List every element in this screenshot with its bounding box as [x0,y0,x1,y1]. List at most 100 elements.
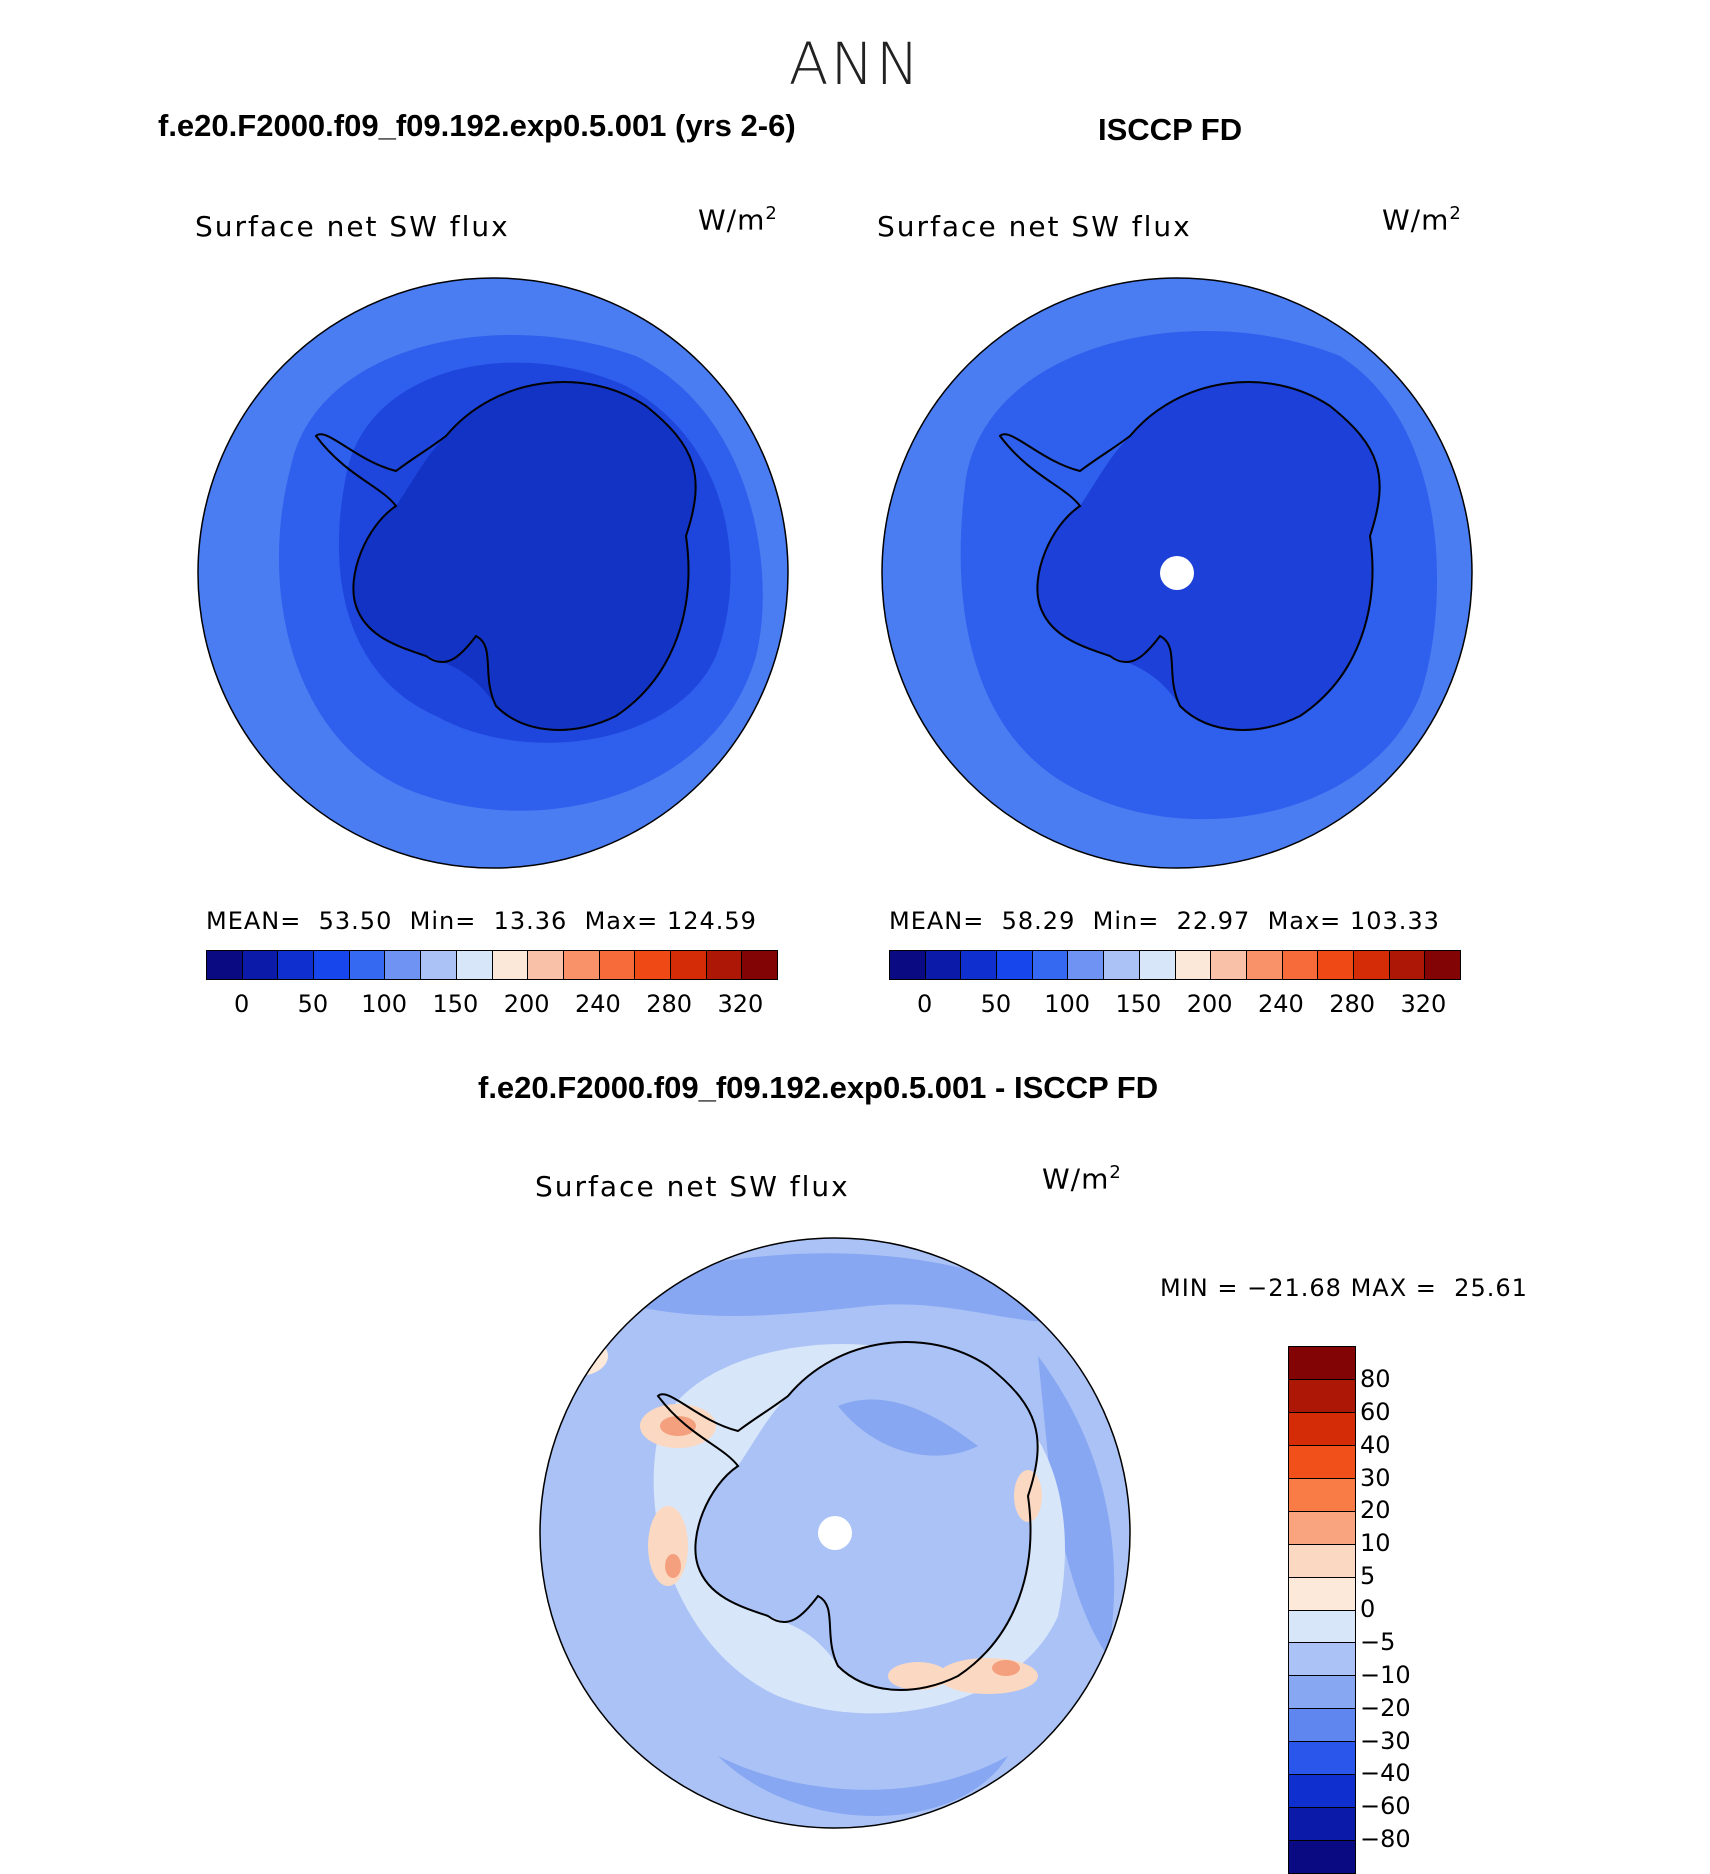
model-continent-field [353,382,696,730]
colorbar-swatch [1353,951,1390,979]
colorbar-swatch [1318,951,1354,979]
colorbar-tick-label: 0 [916,990,933,1018]
model-stats: MEAN= 53.50 Min= 13.36 Max= 124.59 [206,907,757,935]
colorbar-swatch [1289,1808,1355,1842]
colorbar-swatch [563,951,600,979]
colorbar-tick-label: 150 [1115,990,1162,1018]
colorbar-tick-label: 50 [297,990,329,1018]
diff-mid-patch-south [718,1756,1008,1816]
colorbar-tick-label: 320 [717,990,764,1018]
colorbar-tick-label: −5 [1360,1627,1396,1656]
colorbar-swatch [207,951,243,979]
colorbar-tick-label: 80 [1360,1364,1391,1393]
colorbar-swatch [1289,1412,1355,1446]
diff-warm-anomaly-5 [888,1662,948,1690]
colorbar-swatch [1289,1709,1355,1743]
colorbar-swatch [1289,1478,1355,1512]
diff-continent-streak [838,1399,978,1456]
diff-colorbar [1288,1346,1356,1874]
model-colorbar [206,950,778,980]
colorbar-swatch [314,951,350,979]
obs-pole-hole [1160,556,1194,590]
colorbar-tick-label: 240 [1257,990,1304,1018]
colorbar-swatch [1289,1643,1355,1677]
colorbar-swatch [706,951,743,979]
obs-variable-label: Surface net SW flux [877,210,1192,243]
colorbar-tick-label: 20 [1360,1496,1391,1525]
colorbar-swatch [385,951,422,979]
model-panel-title: f.e20.F2000.f09_f09.192.exp0.5.001 (yrs … [158,108,796,143]
colorbar-swatch [456,951,493,979]
obs-units: W/m2 [1382,203,1462,237]
colorbar-swatch [1289,1379,1355,1413]
colorbar-swatch [528,951,564,979]
colorbar-tick-label: 30 [1360,1463,1391,1492]
colorbar-tick-label: −60 [1360,1792,1411,1821]
diff-polar-map [539,1237,1131,1829]
diff-coastline [656,1341,1039,1691]
diff-mid-patch-east [1038,1356,1115,1656]
obs-polar-map [881,277,1473,869]
colorbar-tick-label: −40 [1360,1759,1411,1788]
colorbar-swatch [1282,951,1319,979]
colorbar-swatch [1289,1445,1355,1479]
colorbar-tick-label: 150 [432,990,479,1018]
colorbar-swatch [1068,951,1105,979]
diff-hot-anomaly-3 [992,1660,1020,1676]
diff-hot-anomaly-2 [665,1554,681,1578]
colorbar-swatch [1032,951,1069,979]
colorbar-tick-label: 280 [646,990,693,1018]
colorbar-tick-label: 200 [503,990,550,1018]
obs-stats: MEAN= 58.29 Min= 22.97 Max= 103.33 [889,907,1440,935]
diff-hot-anomaly-1 [660,1416,696,1436]
colorbar-tick-label: 240 [574,990,621,1018]
obs-coastline [998,381,1381,731]
model-variable-label: Surface net SW flux [195,210,510,243]
colorbar-tick-label: 5 [1360,1562,1376,1591]
season-title: ANN [788,30,922,98]
diff-panel-title: f.e20.F2000.f09_f09.192.exp0.5.001 - ISC… [478,1070,1159,1105]
colorbar-swatch [742,951,777,979]
colorbar-swatch [1104,951,1140,979]
colorbar-tick-label: 200 [1186,990,1233,1018]
obs-panel-title: ISCCP FD [1098,112,1243,147]
colorbar-swatch [492,951,529,979]
colorbar-tick-label: 320 [1400,990,1447,1018]
colorbar-tick-label: −10 [1360,1660,1411,1689]
diff-stats: MIN = −21.68 MAX = 25.61 [1160,1274,1528,1302]
colorbar-swatch [890,951,926,979]
colorbar-tick-label: 40 [1360,1430,1391,1459]
colorbar-swatch [1289,1775,1355,1809]
obs-continent-field [1037,382,1380,730]
colorbar-swatch [349,951,386,979]
colorbar-tick-label: 280 [1329,990,1376,1018]
colorbar-tick-label: 0 [1360,1595,1376,1623]
colorbar-tick-label: −30 [1360,1726,1411,1755]
colorbar-tick-label: −80 [1360,1825,1411,1854]
model-coastline [314,381,697,731]
colorbar-tick-label: 100 [361,990,408,1018]
model-polar-map [197,277,789,869]
colorbar-swatch [925,951,962,979]
colorbar-tick-label: 100 [1044,990,1091,1018]
diff-pole-hole [818,1516,852,1550]
colorbar-swatch [1425,951,1460,979]
colorbar-swatch [599,951,636,979]
colorbar-swatch [635,951,671,979]
colorbar-swatch [1211,951,1247,979]
colorbar-swatch [1289,1544,1355,1578]
colorbar-swatch [1289,1577,1355,1611]
colorbar-swatch [1289,1841,1355,1873]
colorbar-swatch [1289,1511,1355,1545]
diff-mid-patch-north [598,1253,1078,1322]
colorbar-swatch [1246,951,1283,979]
diff-variable-label: Surface net SW flux [535,1170,850,1203]
diff-warm-anomaly-3 [938,1658,1038,1694]
colorbar-swatch [278,951,315,979]
obs-colorbar [889,950,1461,980]
colorbar-tick-label: 0 [233,990,250,1018]
colorbar-tick-label: 50 [980,990,1012,1018]
colorbar-swatch [1289,1742,1355,1776]
colorbar-tick-label: 60 [1360,1397,1391,1426]
colorbar-tick-label: 10 [1360,1529,1391,1558]
